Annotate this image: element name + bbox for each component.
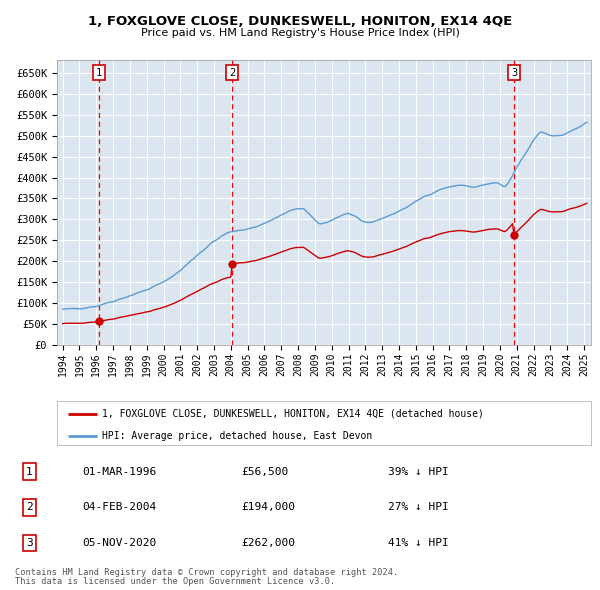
- Text: 3: 3: [511, 68, 517, 78]
- Text: 2: 2: [229, 68, 235, 78]
- Text: Contains HM Land Registry data © Crown copyright and database right 2024.: Contains HM Land Registry data © Crown c…: [15, 568, 398, 576]
- Text: 1, FOXGLOVE CLOSE, DUNKESWELL, HONITON, EX14 4QE: 1, FOXGLOVE CLOSE, DUNKESWELL, HONITON, …: [88, 15, 512, 28]
- Text: 05-NOV-2020: 05-NOV-2020: [82, 538, 157, 548]
- Text: 1: 1: [26, 467, 33, 477]
- Text: This data is licensed under the Open Government Licence v3.0.: This data is licensed under the Open Gov…: [15, 577, 335, 586]
- Text: 3: 3: [26, 538, 33, 548]
- Text: 41% ↓ HPI: 41% ↓ HPI: [388, 538, 449, 548]
- Text: 01-MAR-1996: 01-MAR-1996: [82, 467, 157, 477]
- Text: £194,000: £194,000: [241, 503, 295, 512]
- Text: 39% ↓ HPI: 39% ↓ HPI: [388, 467, 449, 477]
- Text: 1, FOXGLOVE CLOSE, DUNKESWELL, HONITON, EX14 4QE (detached house): 1, FOXGLOVE CLOSE, DUNKESWELL, HONITON, …: [103, 409, 484, 418]
- Text: 04-FEB-2004: 04-FEB-2004: [82, 503, 157, 512]
- Text: £262,000: £262,000: [241, 538, 295, 548]
- Text: 1: 1: [96, 68, 102, 78]
- Text: £56,500: £56,500: [241, 467, 289, 477]
- Text: 2: 2: [26, 503, 33, 512]
- Text: HPI: Average price, detached house, East Devon: HPI: Average price, detached house, East…: [103, 431, 373, 441]
- Text: Price paid vs. HM Land Registry's House Price Index (HPI): Price paid vs. HM Land Registry's House …: [140, 28, 460, 38]
- Text: 27% ↓ HPI: 27% ↓ HPI: [388, 503, 449, 512]
